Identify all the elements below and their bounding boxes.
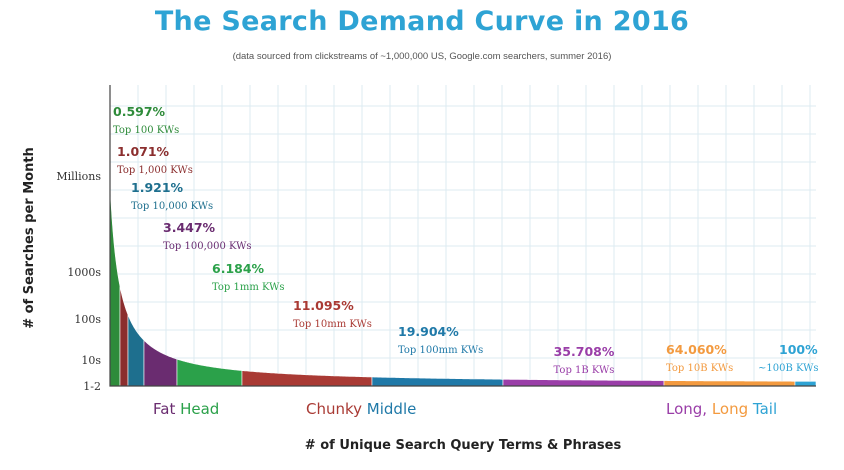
y-tick-label: 10s bbox=[81, 354, 101, 367]
region-label-part: Fat bbox=[153, 400, 180, 418]
segment-kw-6: Top 10mm KWs bbox=[293, 319, 372, 330]
region-label-part: Long bbox=[712, 400, 753, 418]
area-segments bbox=[109, 183, 817, 387]
region-label-part: Head bbox=[180, 400, 219, 418]
segment-kw-10: ~100B KWs bbox=[758, 363, 819, 374]
segment-area-10 bbox=[794, 381, 817, 387]
region-label-part: Middle bbox=[367, 400, 417, 418]
segment-percent-8: 35.708% bbox=[554, 344, 615, 359]
segment-area-5 bbox=[176, 358, 243, 387]
segment-percent-6: 11.095% bbox=[293, 298, 354, 313]
segment-area-4 bbox=[143, 339, 178, 387]
segment-kw-5: Top 1mm KWs bbox=[212, 282, 285, 293]
y-tick-label: 1000s bbox=[67, 266, 101, 279]
axis-lines bbox=[109, 85, 816, 387]
segment-percent-1: 0.597% bbox=[113, 104, 166, 119]
segment-area-6 bbox=[241, 370, 373, 387]
segment-kw-1: Top 100 KWs bbox=[113, 125, 179, 136]
segment-area-9 bbox=[663, 380, 796, 387]
segment-kw-3: Top 10,000 KWs bbox=[131, 201, 213, 212]
region-label-part: Tail bbox=[752, 400, 777, 418]
region-label-part: Long, bbox=[666, 400, 712, 418]
y-tick-label: Millions bbox=[56, 170, 101, 183]
segment-area-1 bbox=[109, 183, 121, 387]
grid bbox=[109, 85, 816, 387]
x-axis-label: # of Unique Search Query Terms & Phrases bbox=[305, 438, 622, 453]
segment-area-3 bbox=[127, 314, 145, 387]
chart-subtitle: (data sourced from clickstreams of ~1,00… bbox=[232, 51, 612, 62]
y-tick-labels: Millions 1000s 100s 10s 1-2 bbox=[56, 170, 101, 393]
region-labels: Fat Head Chunky Middle Long, Long Tail bbox=[153, 400, 777, 418]
region-label-3: Long, Long Tail bbox=[666, 400, 777, 418]
segment-area-7 bbox=[371, 376, 504, 387]
region-label-2: Chunky Middle bbox=[306, 400, 416, 418]
segment-percent-3: 1.921% bbox=[131, 180, 184, 195]
segment-area-8 bbox=[502, 379, 665, 387]
chart-title: The Search Demand Curve in 2016 bbox=[154, 6, 690, 37]
segment-percent-2: 1.071% bbox=[117, 144, 170, 159]
segment-labels: 0.597% Top 100 KWs 1.071% Top 1,000 KWs 1.92… bbox=[113, 104, 819, 376]
segment-percent-10: 100% bbox=[779, 342, 818, 357]
y-axis-label: # of Searches per Month bbox=[22, 147, 37, 329]
segment-kw-4: Top 100,000 KWs bbox=[163, 241, 252, 252]
region-label-1: Fat Head bbox=[153, 400, 219, 418]
segment-kw-8: Top 1B KWs bbox=[554, 365, 615, 376]
y-tick-label: 100s bbox=[74, 313, 101, 326]
segment-percent-5: 6.184% bbox=[212, 261, 265, 276]
segment-percent-4: 3.447% bbox=[163, 220, 216, 235]
region-label-part: Chunky bbox=[306, 400, 367, 418]
segment-percent-9: 64.060% bbox=[666, 342, 727, 357]
segment-kw-9: Top 10B KWs bbox=[666, 363, 733, 374]
segment-kw-7: Top 100mm KWs bbox=[398, 345, 483, 356]
segment-percent-7: 19.904% bbox=[398, 324, 459, 339]
segment-kw-2: Top 1,000 KWs bbox=[117, 165, 193, 176]
y-tick-label: 1-2 bbox=[83, 380, 101, 393]
